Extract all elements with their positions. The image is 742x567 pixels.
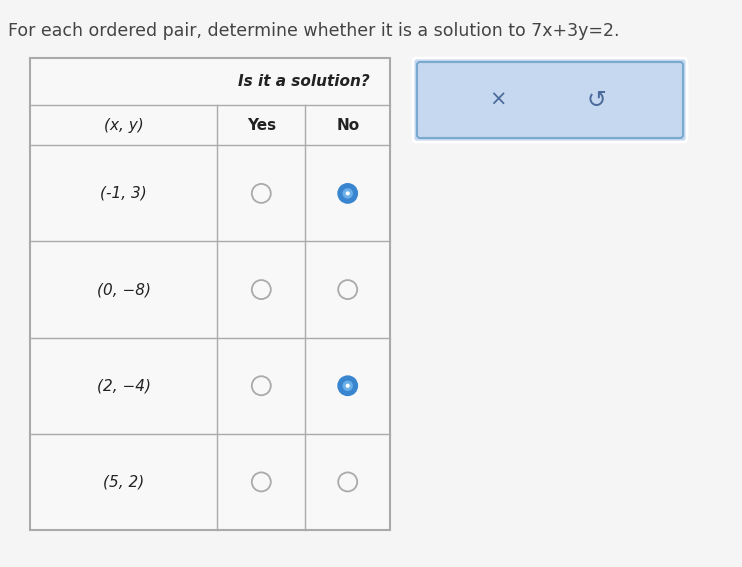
Circle shape [252,184,271,203]
Text: No: No [336,118,359,133]
Circle shape [338,472,357,492]
Circle shape [252,376,271,395]
Circle shape [343,380,353,391]
Text: (0, −8): (0, −8) [96,282,151,297]
Text: (2, −4): (2, −4) [96,378,151,393]
FancyBboxPatch shape [417,62,683,138]
FancyBboxPatch shape [30,58,390,530]
Circle shape [338,280,357,299]
Text: ↺: ↺ [587,88,607,112]
Text: For each ordered pair, determine whether it is a solution to 7x+3y=2.: For each ordered pair, determine whether… [8,22,620,40]
Circle shape [346,384,349,388]
Text: (5, 2): (5, 2) [103,475,144,489]
Text: Yes: Yes [247,118,276,133]
FancyBboxPatch shape [413,58,687,142]
Circle shape [338,184,357,203]
Text: Is it a solution?: Is it a solution? [237,74,370,89]
Text: (-1, 3): (-1, 3) [100,186,147,201]
Text: (x, y): (x, y) [104,118,143,133]
Circle shape [252,280,271,299]
Circle shape [343,188,353,198]
Circle shape [252,472,271,492]
Circle shape [346,191,349,196]
Circle shape [338,376,357,395]
Text: ×: × [489,90,507,110]
